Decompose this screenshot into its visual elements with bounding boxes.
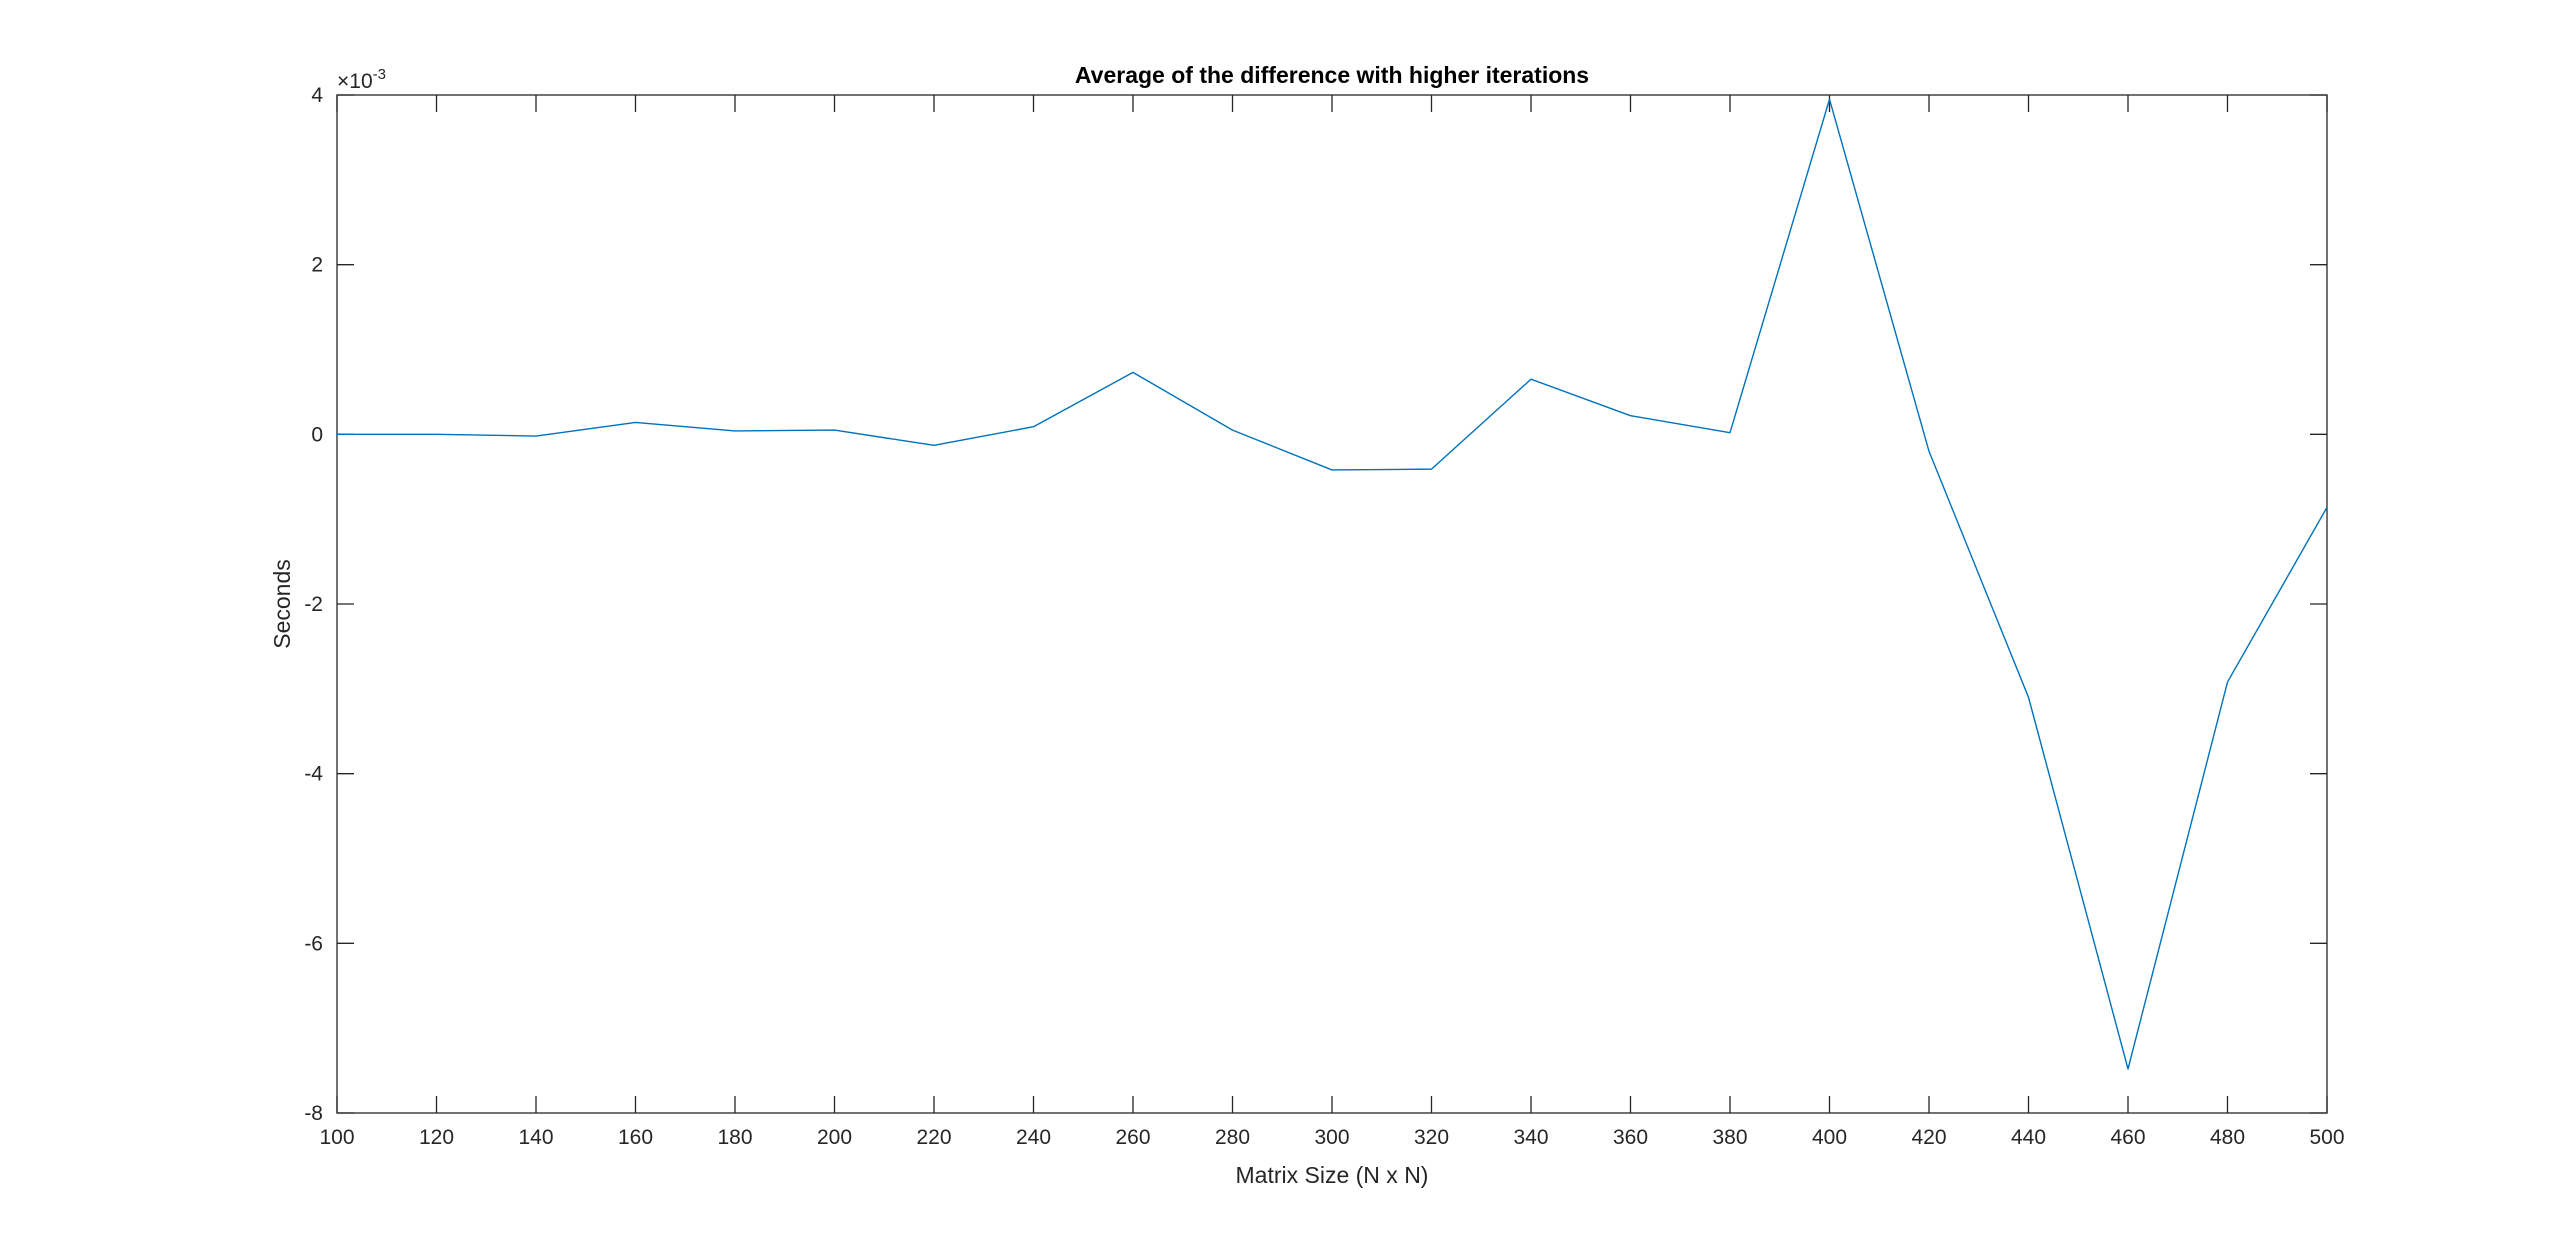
x-tick-label: 280 xyxy=(1215,1126,1250,1149)
x-tick-label: 400 xyxy=(1812,1126,1847,1149)
y-tick-label: 2 xyxy=(311,254,323,277)
x-tick-label: 500 xyxy=(2309,1126,2344,1149)
plot-area xyxy=(336,94,2328,1114)
x-tick-label: 260 xyxy=(1115,1126,1150,1149)
y-axis-label: Seconds xyxy=(269,559,295,649)
series-line xyxy=(337,98,2328,1070)
tick-labels-layer: 100 120 140 160 180 200 220 240 260 280 300 320 340 3… xyxy=(304,84,2344,1149)
y-tick-label: 0 xyxy=(311,423,323,446)
y-tick-label: -2 xyxy=(304,593,323,616)
x-tick-label: 100 xyxy=(319,1126,354,1149)
series-layer xyxy=(337,98,2328,1070)
ticks-layer xyxy=(336,94,2328,1114)
x-tick-label: 240 xyxy=(1016,1126,1051,1149)
y-axis-exponent-power: -3 xyxy=(373,66,386,83)
x-tick-label: 340 xyxy=(1513,1126,1548,1149)
x-tick-label: 220 xyxy=(916,1126,951,1149)
x-tick-label: 200 xyxy=(817,1126,852,1149)
x-tick-label: 360 xyxy=(1613,1126,1648,1149)
x-tick-label: 300 xyxy=(1314,1126,1349,1149)
x-tick-label: 120 xyxy=(419,1126,454,1149)
x-tick-label: 420 xyxy=(1911,1126,1946,1149)
y-tick-label: -6 xyxy=(304,932,323,955)
y-tick-label: -4 xyxy=(304,763,323,786)
x-tick-label: 320 xyxy=(1414,1126,1449,1149)
y-axis-exponent-base: ×10 xyxy=(337,70,373,93)
chart-title: Average of the difference with higher it… xyxy=(1075,62,1589,88)
y-tick-label: 4 xyxy=(311,84,323,107)
x-tick-label: 460 xyxy=(2110,1126,2145,1149)
x-tick-label: 160 xyxy=(618,1126,653,1149)
x-tick-label: 180 xyxy=(717,1126,752,1149)
x-tick-label: 480 xyxy=(2210,1126,2245,1149)
x-axis-label: Matrix Size (N x N) xyxy=(1236,1162,1429,1188)
y-tick-label: -8 xyxy=(304,1102,323,1125)
x-tick-label: 440 xyxy=(2011,1126,2046,1149)
x-tick-label: 380 xyxy=(1712,1126,1747,1149)
x-tick-label: 140 xyxy=(518,1126,553,1149)
y-axis-exponent: ×10-3 xyxy=(337,66,386,93)
